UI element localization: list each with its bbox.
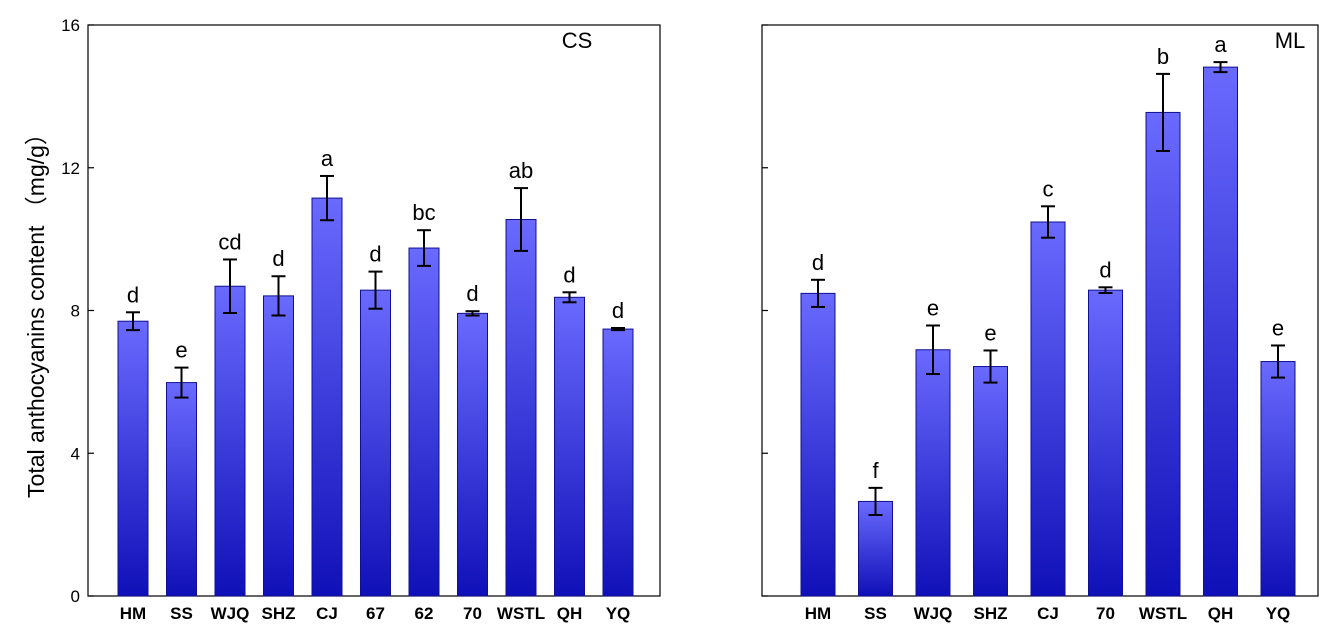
category-label: CJ [316, 604, 338, 623]
y-axis-title: Total anthocyanins content （mg/g） [23, 122, 49, 498]
category-label: SS [170, 604, 193, 623]
category-label: WSTL [497, 604, 545, 623]
panel-title: CS [562, 28, 593, 53]
bar [858, 500, 893, 597]
category-label: WJQ [914, 604, 953, 623]
category-label: 62 [415, 604, 434, 623]
significance-label: d [812, 250, 824, 275]
panel-title: ML [1275, 28, 1306, 53]
category-label: CJ [1037, 604, 1059, 623]
category-label: SHZ [974, 604, 1008, 623]
category-label: 67 [366, 604, 385, 623]
significance-label: a [1214, 32, 1227, 57]
significance-label: cd [218, 229, 241, 254]
significance-label: bc [412, 200, 435, 225]
category-label: SHZ [262, 604, 296, 623]
bar [602, 328, 634, 597]
category-label: YQ [606, 604, 631, 623]
category-label: WJQ [211, 604, 250, 623]
significance-label: d [127, 282, 139, 307]
significance-label: e [984, 320, 996, 345]
bar [311, 197, 343, 597]
significance-label: d [272, 246, 284, 271]
bar [505, 218, 537, 597]
category-label: QH [1208, 604, 1234, 623]
bar [1030, 221, 1066, 597]
bar [1260, 361, 1296, 597]
significance-label: ab [509, 158, 533, 183]
significance-label: d [466, 281, 478, 306]
significance-label: f [872, 458, 879, 483]
significance-label: d [1099, 257, 1111, 282]
bar [800, 292, 836, 597]
significance-label: e [175, 338, 187, 363]
significance-label: a [321, 146, 334, 171]
y-tick-label: 16 [61, 16, 80, 35]
significance-label: e [1272, 315, 1284, 340]
bar [554, 296, 585, 597]
bar [214, 285, 246, 597]
bar [166, 382, 197, 597]
category-label: WSTL [1139, 604, 1187, 623]
significance-label: d [369, 242, 381, 267]
significance-label: d [612, 298, 624, 323]
bar [457, 312, 488, 597]
panel-cs: 0 4 8 12 16 d HM e SS cd WJQ d SHZ a CJ d 67 bc 62 d 70 ab WST… [61, 16, 661, 623]
panel-ml: d HM f SS e WJQ e SHZ c CJ d 70 b WSTL a QH e YQ ML [761, 24, 1319, 623]
significance-label: e [927, 295, 939, 320]
category-label: HM [805, 604, 831, 623]
category-label: SS [864, 604, 887, 623]
bar [263, 295, 294, 597]
bar [973, 366, 1008, 597]
y-tick-label: 12 [61, 159, 80, 178]
bar [1145, 111, 1181, 597]
bar [915, 349, 951, 597]
significance-label: b [1157, 44, 1169, 69]
category-label: HM [120, 604, 146, 623]
significance-label: d [563, 262, 575, 287]
y-tick-label: 0 [71, 587, 80, 606]
bar [1203, 66, 1238, 597]
category-label: YQ [1266, 604, 1291, 623]
category-label: QH [557, 604, 583, 623]
category-label: 70 [463, 604, 482, 623]
y-tick-label: 8 [71, 302, 80, 321]
y-tick-label: 4 [71, 444, 80, 463]
bar [360, 289, 391, 597]
significance-label: c [1043, 176, 1054, 201]
bar [1088, 289, 1123, 597]
category-label: 70 [1096, 604, 1115, 623]
bar [408, 247, 440, 597]
bar [117, 320, 149, 597]
